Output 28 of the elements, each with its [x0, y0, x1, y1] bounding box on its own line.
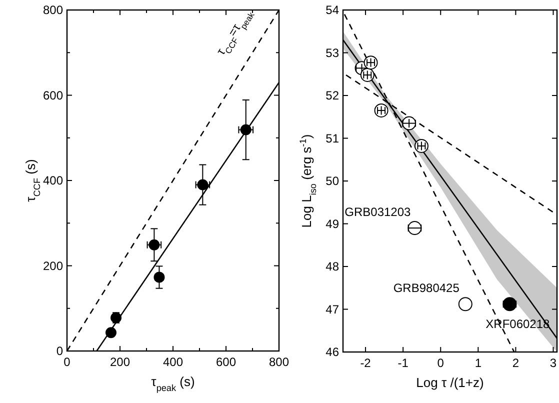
annotation: GRB031203 [344, 205, 412, 220]
y-tick-label: 800 [42, 3, 64, 17]
y-tick-label: 600 [42, 88, 64, 102]
y-tick-label: 52 [326, 88, 340, 102]
x-tick-label: 0 [437, 356, 444, 370]
y-tick-label: 200 [42, 258, 64, 273]
y-tick-label: 46 [326, 345, 340, 359]
y-tick-label: 400 [42, 174, 64, 188]
annotation: GRB980425 [393, 281, 460, 296]
x-tick-label: 1 [474, 356, 482, 370]
x-tick-label: -2 [360, 356, 372, 370]
x-axis-title: Log τ /(1+z) [416, 375, 484, 390]
x-tick-label: 2 [512, 356, 520, 370]
x-tick-label: 3 [550, 356, 557, 370]
y-tick-label: 53 [326, 46, 340, 60]
y-tick-label: 54 [326, 3, 340, 17]
y-tick-label: 50 [326, 174, 340, 188]
x-tick-label: 600 [216, 355, 236, 369]
x-axis-title: τ$_{peak}$ (s) [151, 374, 195, 393]
x-tick-label: 200 [110, 355, 130, 369]
y-tick-label: 0 [56, 344, 64, 358]
x-tick-label: 800 [268, 355, 290, 369]
x-tick-label: -1 [398, 356, 409, 370]
y-tick-label: 47 [326, 302, 340, 316]
y-tick-label: 49 [326, 216, 340, 231]
y-tick-label: 51 [326, 131, 340, 146]
y-tick-label: 48 [326, 260, 340, 274]
x-tick-label: 400 [162, 355, 184, 369]
